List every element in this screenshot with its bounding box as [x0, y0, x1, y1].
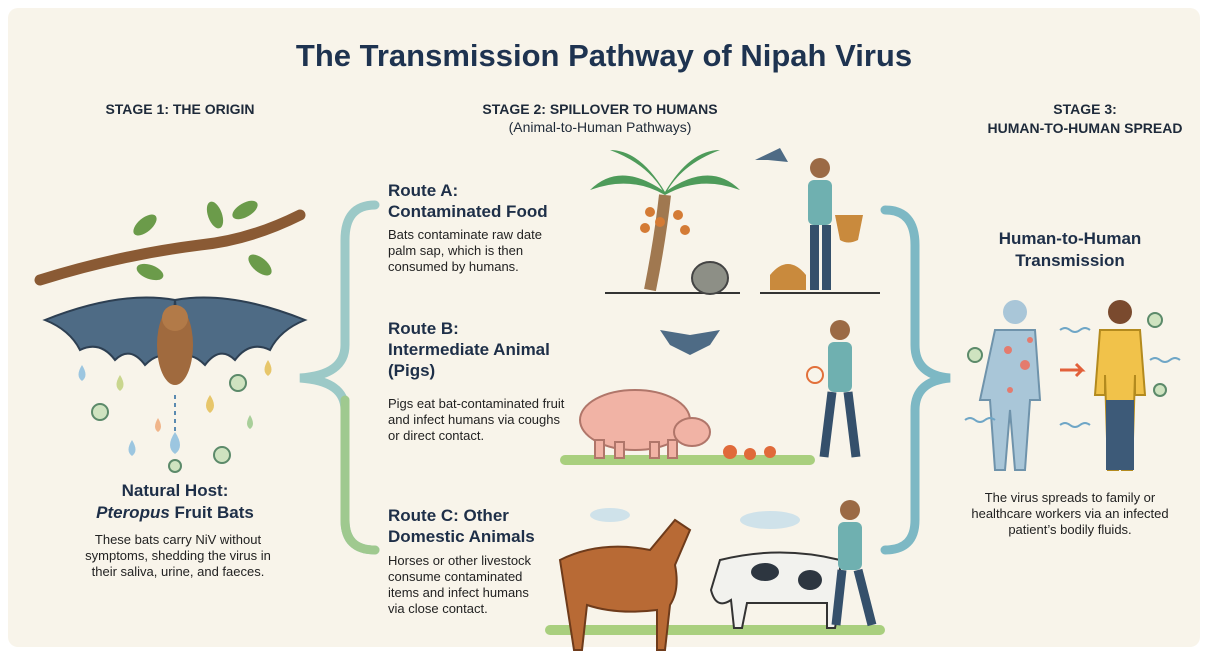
bat-head — [162, 305, 188, 331]
contact-head — [1108, 300, 1132, 324]
pig-head — [674, 418, 710, 446]
body: The Transmission Pathway of Nipah Virus … — [0, 0, 1208, 655]
person-leg — [810, 225, 819, 290]
title: The Transmission Pathway of Nipah Virus — [0, 38, 1208, 74]
route-title-line: Route C: Other — [388, 505, 535, 526]
person-head — [830, 320, 850, 340]
route-description: Horses or other livestock consume contam… — [388, 553, 548, 617]
stage-heading-line: STAGE 3: — [960, 100, 1208, 119]
stage-subheading: (Animal-to-Human Pathways) — [420, 119, 780, 135]
route-title-line: Intermediate Animal — [388, 339, 550, 360]
stage3-description: The virus spreads to family or healthcar… — [970, 490, 1170, 538]
infographic: The Transmission Pathway of Nipah Virus … — [0, 0, 1208, 655]
route-title-line: Route A: — [388, 180, 548, 201]
page: Nipah Virus Transmission { "header": {"t… — [0, 0, 1208, 655]
stage-heading-line: HUMAN-TO-HUMAN SPREAD — [960, 119, 1208, 138]
route-title: Route B:Intermediate Animal(Pigs) — [388, 318, 550, 381]
cloud — [740, 511, 800, 529]
host-genus: Pteropus — [96, 503, 170, 522]
host-label: Natural Host: — [60, 480, 290, 502]
route-title-line: Contaminated Food — [388, 201, 548, 222]
route-description: Pigs eat bat-contaminated fruit and infe… — [388, 396, 568, 444]
person-torso — [838, 522, 862, 570]
stage-heading: STAGE 2: SPILLOVER TO HUMANS — [420, 100, 780, 119]
route-title-line: Domestic Animals — [388, 526, 535, 547]
contact-legs — [1106, 400, 1134, 470]
person-head — [840, 500, 860, 520]
person-torso — [828, 342, 852, 392]
person-head — [810, 158, 830, 178]
cloud — [590, 508, 630, 522]
person-leg — [822, 225, 831, 290]
stage3-title-line: Human-to-Human — [950, 228, 1190, 250]
route-title-line: (Pigs) — [388, 360, 550, 381]
host-description: These bats carry NiV without symptoms, s… — [78, 532, 278, 580]
host-name: Fruit Bats — [175, 503, 254, 522]
stage-heading: STAGE 3:HUMAN-TO-HUMAN SPREAD — [960, 100, 1208, 138]
host-name-line: Pteropus Fruit Bats — [60, 502, 290, 524]
stage-heading: STAGE 1: THE ORIGIN — [80, 100, 280, 119]
route-title-line: Route B: — [388, 318, 550, 339]
patient-head — [1003, 300, 1027, 324]
person-torso — [808, 180, 832, 225]
route-title: Route A:Contaminated Food — [388, 180, 548, 222]
stage3-title-line: Transmission — [950, 250, 1190, 272]
pot — [692, 262, 728, 294]
route-description: Bats contaminate raw date palm sap, whic… — [388, 227, 568, 275]
